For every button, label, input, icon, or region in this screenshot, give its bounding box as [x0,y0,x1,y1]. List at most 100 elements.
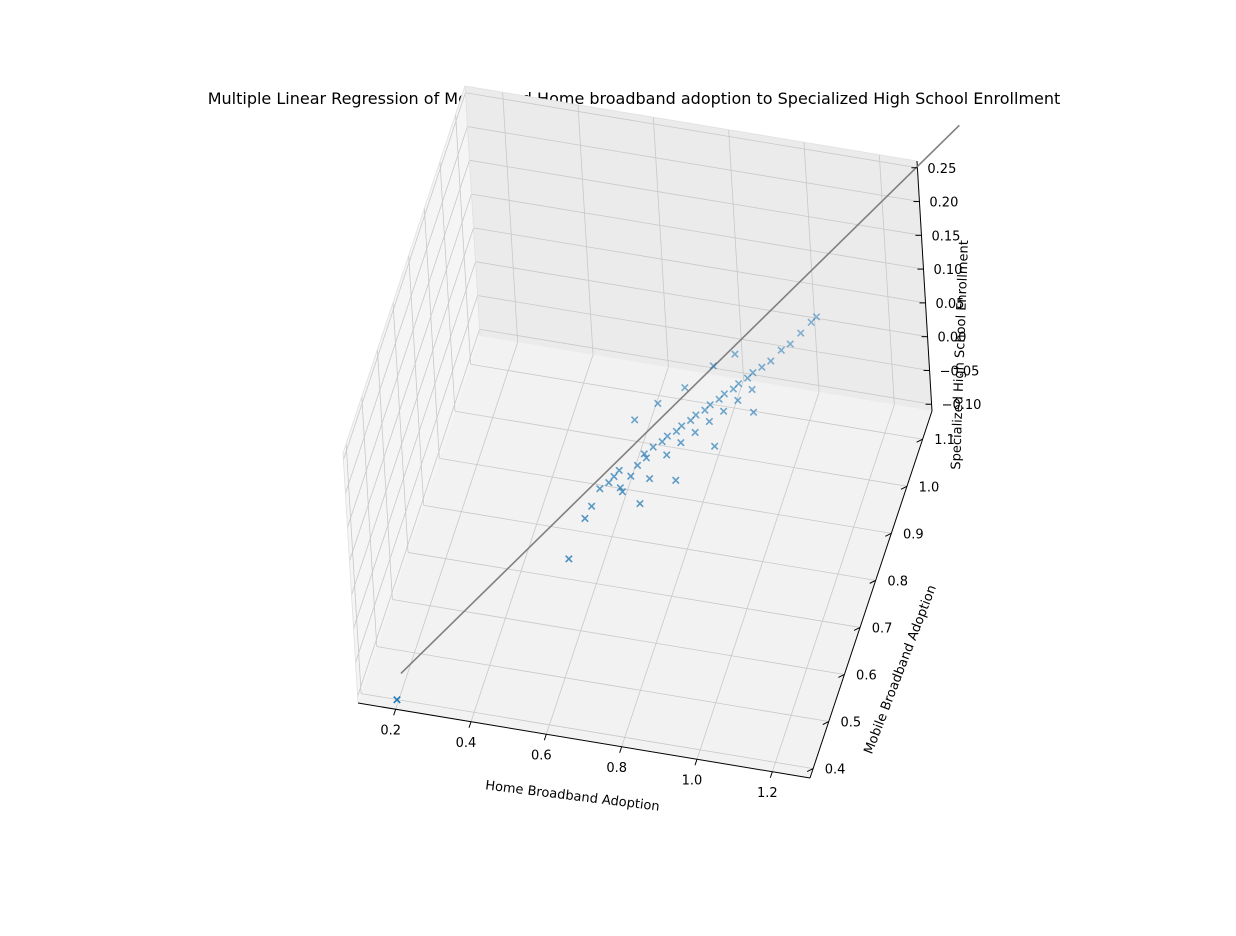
y-axis-line [809,410,933,779]
grid-line-z [469,159,922,236]
data-point [605,478,613,487]
y-tick-label: 1.0 [919,480,940,495]
grid-line-y [408,255,425,506]
pane-edge [464,85,918,162]
data-point [393,695,401,704]
grid-line-y [470,363,923,440]
grid-line-x [728,129,745,380]
x-axis-label: Home Broadband Adoption [484,778,660,814]
data-point [715,395,723,404]
y-tick-label: 0.8 [887,574,908,589]
y-tick-mark [822,721,829,725]
data-point [706,400,714,409]
data-point [587,502,596,511]
grid-line-y [361,693,814,769]
data-point [672,476,680,485]
y-tick-label: 0.4 [825,763,846,778]
data-point [627,472,635,480]
z-tick-label: −0.10 [942,398,982,413]
grid-line-x [803,142,820,393]
y-tick-mark [806,768,814,773]
grid-line-x [577,104,594,355]
data-point [692,411,700,419]
pane-edge [342,452,359,704]
x-tick-mark [468,721,472,728]
x-tick-label: 0.6 [531,748,552,763]
data-point [610,472,618,481]
x-tick-label: 0.8 [606,761,627,776]
data-point [734,379,743,388]
data-point [616,483,625,492]
data-point [618,487,627,496]
data-point [729,385,738,393]
z-tick-label: 0.15 [932,229,961,244]
data-point [663,432,672,440]
data-point [658,437,666,446]
data-point [748,385,756,394]
data-point [758,363,766,371]
grid-line-z [349,193,472,562]
data-point [615,466,623,475]
y-tick-label: 0.7 [872,621,893,636]
data-point [565,555,573,563]
x-tick-label: 1.2 [757,786,778,801]
y-tick-label: 1.1 [934,433,955,448]
data-point [630,416,639,424]
x-tick-mark [619,746,623,753]
grid-line-x [771,404,895,772]
data-point [672,427,681,436]
data-point [786,340,794,348]
z-tick-label: 0.00 [938,331,967,346]
y-tick-mark [916,438,923,443]
data-point [636,499,644,508]
data-point [701,406,709,414]
x-tick-mark [543,734,547,741]
data-point [633,461,642,470]
y-tick-mark [838,674,845,678]
data-point [719,407,728,416]
grid-line-y [455,114,472,365]
y-tick-label: 0.9 [903,527,924,542]
data-points [393,313,821,704]
pane-edge [464,85,481,337]
data-point [777,346,786,354]
data-point [812,313,821,321]
x-tick-label: 1.0 [682,773,703,788]
data-point [681,383,689,392]
grid-line-y [454,410,908,487]
data-point [642,454,651,462]
grid-line-z [465,92,918,169]
regression-line-group [400,124,960,675]
grid-line-x [545,367,669,735]
data-point [710,442,719,451]
side-pane [343,86,480,703]
data-point [705,417,714,426]
y-tick-label: 0.5 [840,716,861,731]
grid-line-z [479,328,932,405]
data-point [649,443,657,451]
grid-line-x [878,154,895,405]
y-tick-mark [900,485,908,490]
grid-line-x [652,117,669,368]
data-point [749,408,758,416]
x-tick-mark [694,759,698,766]
regression-line [400,124,960,675]
grid-line-x [502,92,519,343]
grid-line-x [470,354,594,722]
grid-line-z [345,126,468,494]
data-point [654,399,662,408]
grid-line-x [395,342,519,710]
grid-line-y [407,552,861,628]
y-tick-mark [853,626,861,631]
grid-line-y [423,208,440,459]
x-tick-mark [393,709,397,716]
z-tick-label: −0.05 [940,365,980,380]
z-tick-label: 0.05 [936,297,965,312]
grid-line-x [621,379,745,747]
grid-line-y [377,349,393,600]
z-axis-line [916,160,933,412]
data-point [731,350,739,358]
data-point [743,374,752,382]
tick-labels: 0.2 0.4 0.6 0.8 1.0 1.2 0.4 0.5 0.6 0.7 0.8 0.9 1.0 1… [380,162,981,801]
